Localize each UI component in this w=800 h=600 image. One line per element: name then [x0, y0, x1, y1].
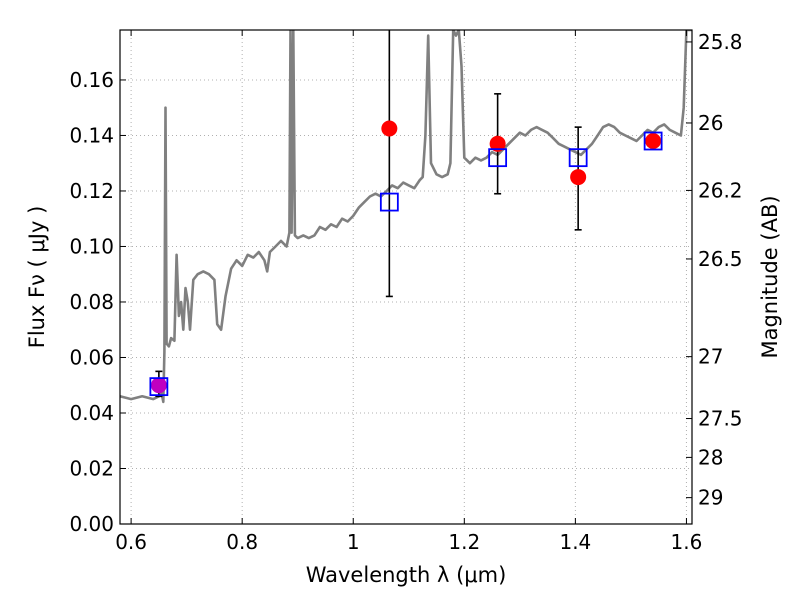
tick-layer: 0.6 0.8 1 1.2 1.4 1.6 0.00 0.02 0.04 0.06 0.08 0.10…: [69, 30, 742, 554]
red-data-point: [381, 120, 398, 137]
y-tick-label: 0.14: [69, 123, 114, 147]
y-tick-label: 0.04: [69, 401, 114, 425]
y-tick-label: 0.16: [69, 68, 114, 92]
blue-model-square: [379, 192, 399, 212]
y-tick-label: 0.06: [69, 345, 114, 369]
plot-frame: [119, 29, 693, 525]
x-tick-label: 1.4: [559, 530, 591, 554]
x-tick-label: 1.6: [671, 530, 703, 554]
x-tick-label: 0.6: [115, 530, 147, 554]
y-tick-label: 0.00: [69, 512, 114, 536]
blue-model-square: [568, 148, 588, 168]
y-tick-label: 0.12: [69, 179, 114, 203]
red-data-point: [570, 169, 587, 186]
red-data-point: [150, 377, 167, 394]
spectrum-line: [120, 30, 692, 404]
y-right-tick-label: 29: [698, 486, 723, 510]
marker-layer: [149, 120, 663, 397]
y-tick-label: 0.02: [69, 456, 114, 480]
y-right-tick-label: 27: [698, 345, 723, 369]
grid-lines: [120, 30, 692, 525]
x-tick-label: 1: [347, 530, 360, 554]
y-axis-right-label: Magnitude (AB): [758, 195, 782, 358]
x-tick-label: 0.8: [226, 530, 258, 554]
blue-model-square: [149, 377, 169, 397]
y-right-tick-label: 28: [698, 445, 723, 469]
red-data-point: [645, 133, 662, 150]
spectrum-layer: [120, 30, 692, 404]
y-right-tick-label: 27.5: [698, 407, 743, 431]
blue-model-square: [643, 131, 663, 151]
y-right-tick-label: 25.8: [698, 30, 743, 54]
y-tick-label: 0.08: [69, 290, 114, 314]
blue-model-square: [488, 148, 508, 168]
x-axis-label: Wavelength λ (μm): [306, 563, 507, 587]
y-axis-label: Flux Fν ( μJy ): [25, 206, 49, 349]
x-tick-label: 1.2: [448, 530, 480, 554]
y-tick-label: 0.10: [69, 234, 114, 258]
y-right-tick-label: 26.5: [698, 247, 743, 271]
y-right-tick-label: 26: [698, 111, 723, 135]
y-right-tick-label: 26.2: [698, 178, 743, 202]
red-data-point: [489, 135, 506, 152]
